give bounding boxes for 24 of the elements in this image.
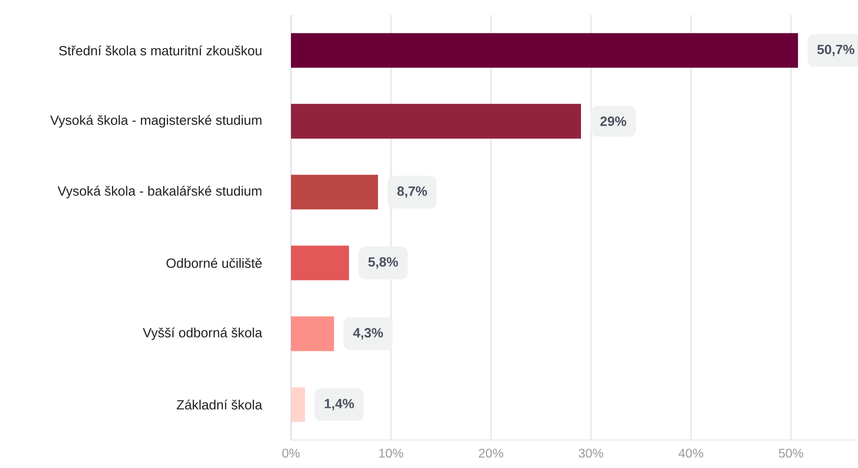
- data-label: 1,4%: [324, 398, 354, 410]
- bar: [291, 104, 581, 139]
- x-tick-label: 40%: [678, 448, 704, 458]
- x-tick-label: 50%: [778, 448, 804, 458]
- bar: [291, 387, 305, 422]
- data-label: 4,3%: [353, 328, 383, 340]
- x-tick-label: 10%: [379, 448, 404, 458]
- data-label: 8,7%: [397, 186, 427, 198]
- y-tick-label: Odborné učiliště: [166, 258, 262, 268]
- data-label: 29%: [600, 116, 626, 126]
- y-tick-label: Střední škola s maturitní zkouškou: [59, 45, 262, 56]
- y-tick-label: Vysoká škola - magisterské studium: [50, 114, 262, 128]
- y-tick-label: Vyšší odborná škola: [142, 327, 262, 340]
- data-label: 5,8%: [368, 257, 398, 269]
- bar: [291, 33, 798, 68]
- bar: [291, 316, 334, 352]
- x-tick-label: 20%: [478, 448, 504, 458]
- x-tick-label: 0%: [282, 448, 300, 458]
- x-tick-label: 30%: [578, 448, 604, 458]
- bar: [291, 246, 349, 280]
- bar: [291, 174, 378, 210]
- y-tick-label: Vysoká škola - bakalářské studium: [58, 186, 262, 198]
- data-label: 50,7%: [817, 44, 854, 56]
- y-tick-label: Základní škola: [176, 400, 262, 410]
